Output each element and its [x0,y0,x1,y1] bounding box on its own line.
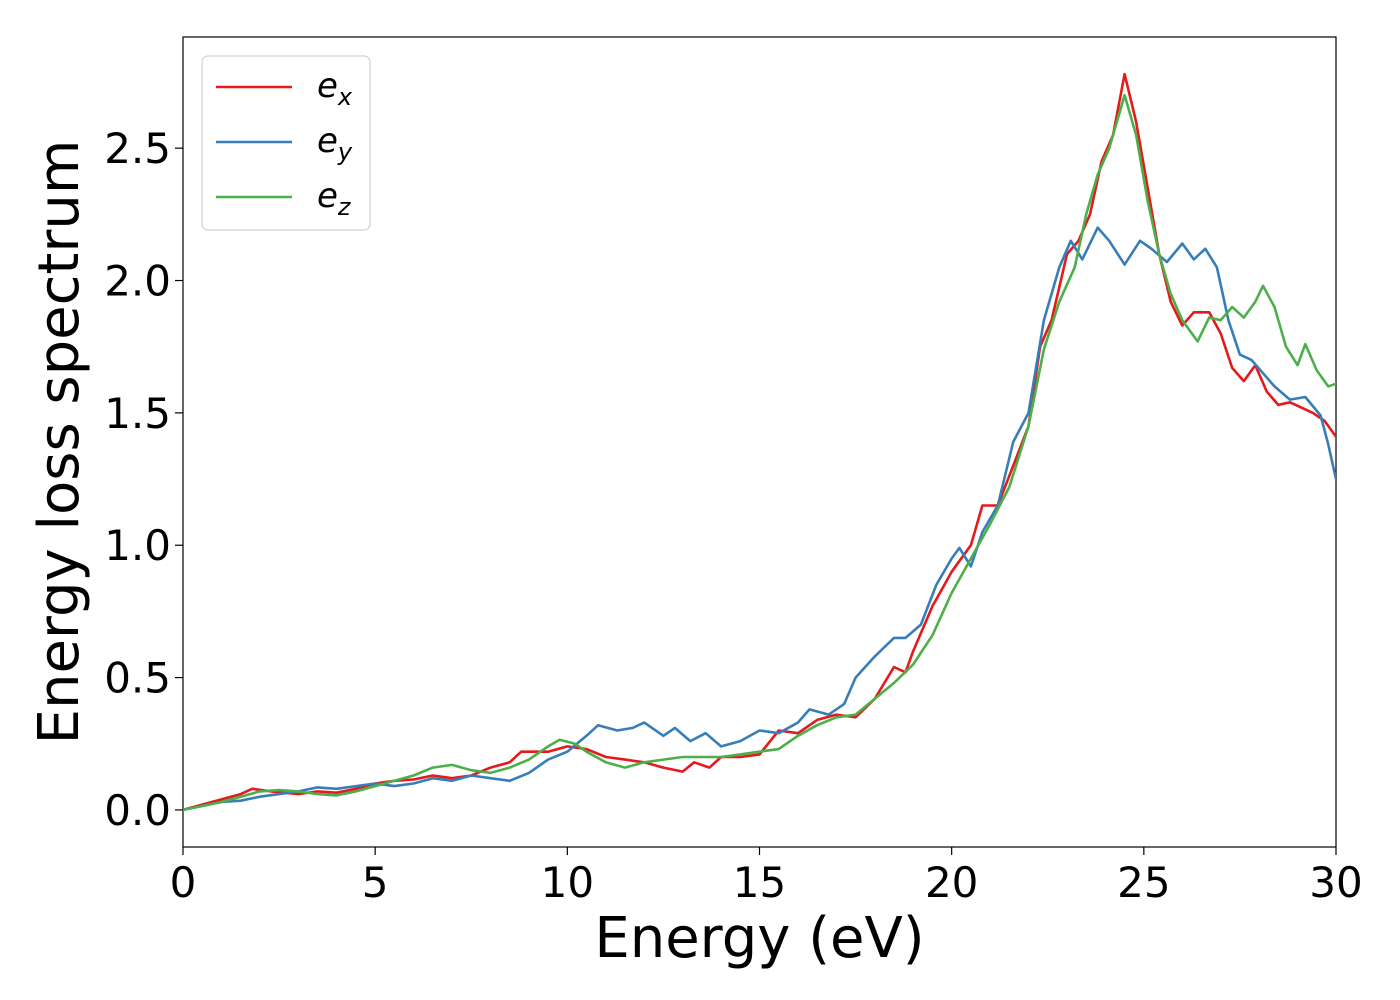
x-tick-label: 5 [362,858,389,907]
x-tick-label: 0 [170,858,197,907]
series-layer [183,72,1336,812]
legend: ex ey ez [201,55,371,231]
x-tick-label: 15 [733,858,786,907]
y-tick-label: 2.0 [104,257,171,306]
legend-label: ey [317,121,353,166]
series-line-ey [183,226,1336,812]
x-axis-ticks: 0 5 10 15 20 25 30 [170,847,1363,907]
y-tick-label: 2.5 [104,124,171,173]
y-tick-label: 1.5 [104,389,171,438]
y-axis-label: Energy loss spectrum [27,140,92,745]
plot-area: 0 5 10 15 20 25 30 0.0 0.5 1.0 1.5 2.0 2.5 [104,36,1363,907]
x-tick-label: 20 [925,858,978,907]
legend-entry-ex: ex [216,66,353,111]
x-tick-label: 30 [1309,858,1362,907]
series-line-ez [183,93,1336,812]
y-tick-label: 0.5 [104,654,171,703]
y-axis-ticks: 0.0 0.5 1.0 1.5 2.0 2.5 [104,124,183,835]
y-tick-label: 1.0 [104,521,171,570]
legend-entry-ey: ey [216,121,353,166]
legend-label: ex [317,66,353,111]
legend-entry-ez: ez [216,176,352,221]
x-tick-label: 25 [1117,858,1170,907]
y-tick-label: 0.0 [104,786,171,835]
legend-label: ez [317,176,352,221]
x-axis-label: Energy (eV) [594,906,924,971]
x-tick-label: 10 [541,858,594,907]
